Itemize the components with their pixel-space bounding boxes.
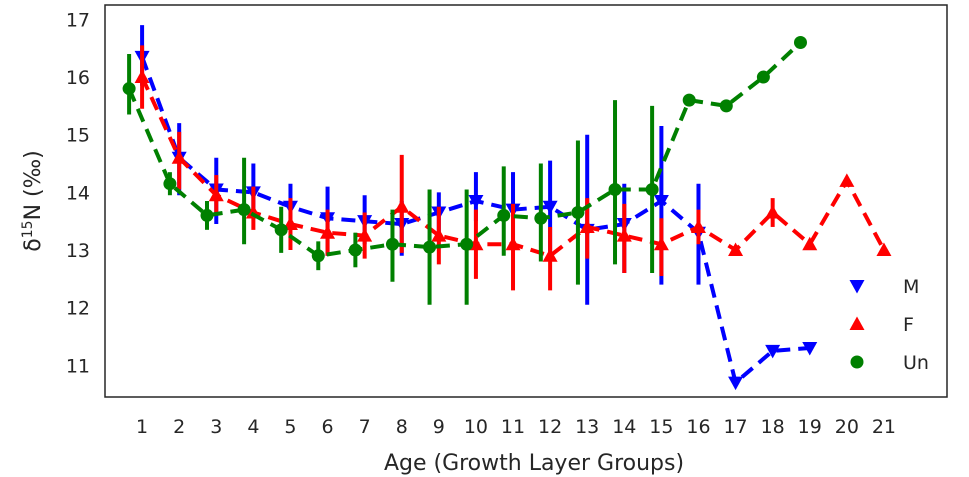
data-point — [200, 208, 214, 222]
data-point — [616, 228, 632, 242]
x-tick-label: 7 — [359, 416, 371, 438]
y-axis-label-sup: 15 — [20, 220, 36, 238]
data-point — [423, 240, 437, 254]
data-point — [653, 236, 669, 251]
data-point — [542, 200, 558, 215]
y-tick-label: 13 — [66, 240, 90, 262]
data-point — [163, 177, 177, 191]
data-point — [571, 206, 585, 220]
data-point — [802, 236, 818, 251]
data-point — [534, 211, 548, 225]
series-m — [134, 25, 818, 391]
data-point — [765, 205, 781, 219]
series-f — [134, 45, 892, 291]
data-point — [765, 344, 781, 359]
data-point — [497, 208, 511, 222]
legend-label: F — [903, 314, 914, 336]
data-point — [505, 236, 521, 251]
y-tick-label: 12 — [66, 298, 90, 320]
data-point — [645, 182, 659, 196]
x-tick-label: 15 — [649, 416, 673, 438]
data-point — [320, 225, 336, 239]
legend: MF Un — [849, 276, 929, 374]
x-tick-label: 12 — [538, 416, 562, 438]
data-point — [208, 187, 224, 202]
x-tick-label: 10 — [464, 416, 488, 438]
x-axis-label: Age (Growth Layer Groups) — [384, 451, 684, 476]
x-tick-label: 2 — [173, 416, 185, 438]
data-point — [653, 195, 669, 209]
y-tick-labels: 11 12 13 14 15 16 17 — [66, 9, 90, 377]
x-tick-label: 19 — [798, 416, 822, 438]
x-tick-label: 9 — [433, 416, 445, 438]
x-tick-label: 17 — [723, 416, 747, 438]
plot-frame — [104, 4, 948, 398]
legend-marker-f — [849, 316, 865, 330]
y-tick-label: 15 — [66, 125, 90, 147]
x-tick-label: 20 — [835, 416, 859, 438]
data-point — [274, 223, 288, 237]
data-point — [394, 199, 410, 213]
data-point — [134, 69, 150, 84]
data-point — [608, 182, 622, 196]
data-point — [719, 99, 733, 113]
data-point — [122, 82, 136, 96]
data-point — [468, 195, 484, 209]
data-point — [839, 173, 855, 187]
legend-marker-m — [849, 280, 865, 294]
y-axis-label: δ15N (‰) — [20, 150, 46, 251]
data-point — [171, 150, 187, 164]
x-tick-label: 8 — [396, 416, 408, 438]
x-tick-label: 13 — [575, 416, 599, 438]
y-axis-label-delta: δ — [21, 238, 46, 251]
data-point — [579, 219, 595, 233]
x-tick-labels: 1 2 3 4 5 6 7 8 9 10 11 12 13 14 15 16 17 18 19 20 21 — [136, 416, 896, 438]
x-tick-label: 16 — [686, 416, 710, 438]
x-tick-label: 14 — [612, 416, 636, 438]
x-tick-label: 1 — [136, 416, 148, 438]
y-tick-label: 17 — [66, 9, 90, 31]
data-point — [237, 203, 251, 217]
data-point — [311, 249, 325, 263]
data-point — [542, 248, 558, 262]
series-layer — [122, 25, 892, 391]
legend-label: M — [903, 276, 919, 298]
data-point — [728, 376, 744, 391]
data-point — [728, 242, 744, 256]
data-point — [756, 70, 770, 84]
x-tick-label: 11 — [501, 416, 525, 438]
data-point — [385, 237, 399, 251]
data-point — [357, 228, 373, 242]
x-tick-label: 5 — [284, 416, 296, 438]
data-point — [793, 35, 807, 49]
x-tick-label: 4 — [247, 416, 259, 438]
series-un — [122, 35, 807, 305]
data-point — [876, 242, 892, 256]
data-point — [460, 237, 474, 251]
data-point — [802, 342, 818, 356]
data-point — [682, 93, 696, 107]
y-tick-label: 16 — [66, 67, 90, 89]
data-point — [348, 243, 362, 257]
x-tick-label: 3 — [210, 416, 222, 438]
legend-marker-un — [850, 355, 864, 369]
legend-label: Un — [903, 352, 929, 374]
y-axis-label-rest: N (‰) — [21, 150, 46, 220]
data-point — [690, 219, 706, 233]
data-point — [431, 228, 447, 242]
y-tick-label: 11 — [66, 355, 90, 377]
x-tick-label: 6 — [322, 416, 334, 438]
x-tick-label: 21 — [872, 416, 896, 438]
x-tick-label: 18 — [761, 416, 785, 438]
y-tick-label: 14 — [66, 182, 90, 204]
